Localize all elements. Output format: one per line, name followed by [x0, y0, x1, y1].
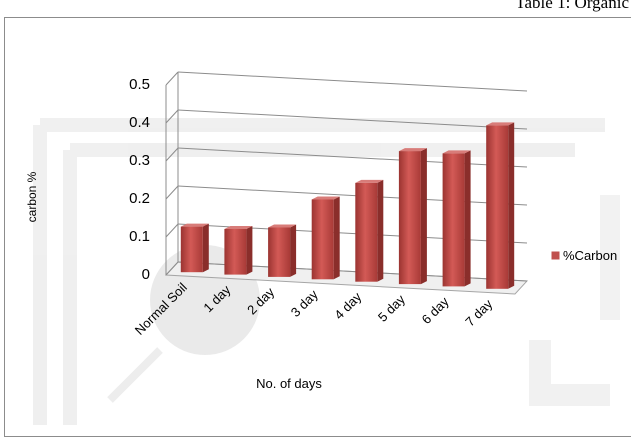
bar-front: [180, 226, 203, 273]
carbon-bar-chart: 00.10.20.30.40.5 Normal Soil 1 day 2 day 3 …: [25, 71, 620, 425]
bar-side: [246, 226, 253, 275]
x-axis-title: No. of days: [256, 376, 322, 391]
bar-side: [290, 224, 297, 277]
gridline-side: [165, 185, 179, 200]
bar-front: [442, 153, 465, 287]
bar-side: [202, 223, 209, 273]
bar-4-day: [355, 179, 384, 282]
bar-7-day: [486, 122, 515, 289]
gridline-side: [165, 147, 179, 162]
bar-front: [355, 182, 378, 282]
bar-top: [268, 224, 297, 228]
bar-top: [355, 179, 384, 183]
bar-top: [224, 226, 253, 229]
bar-front: [268, 227, 291, 277]
bar-side: [464, 150, 471, 287]
bar-front: [224, 229, 247, 275]
legend-label-carbon: %Carbon: [563, 248, 617, 263]
bar-normal-soil: [180, 223, 209, 273]
chart-legend: %Carbon: [550, 248, 617, 263]
y-tick-label: 0: [142, 266, 150, 283]
y-axis-title: carbon %: [25, 171, 39, 222]
y-tick-label: 0.4: [129, 114, 150, 131]
bar-top: [486, 122, 515, 126]
bar-6-day: [442, 150, 471, 287]
x-tick-label: 7 day: [462, 296, 495, 329]
table-caption: Table 1: Organic: [515, 0, 629, 12]
gridline: [177, 185, 528, 206]
bar-5-day: [398, 148, 427, 285]
bar-top: [442, 150, 471, 154]
bar-top: [311, 196, 340, 200]
gridline-side: [165, 223, 179, 238]
y-tick-label: 0.2: [129, 190, 150, 207]
bar-side: [508, 122, 515, 289]
y-tick-label: 0.3: [129, 152, 150, 169]
gridline-side: [165, 109, 179, 124]
bar-top: [180, 223, 209, 227]
chart-bars: [180, 122, 515, 289]
bar-top: [398, 148, 427, 152]
y-tick-label: 0.1: [129, 228, 150, 245]
bar-side: [420, 148, 427, 285]
gridline: [177, 71, 528, 92]
x-tick-label: 4 day: [331, 289, 364, 322]
bar-side: [333, 196, 340, 280]
bar-side: [377, 179, 384, 282]
gridline-side: [165, 261, 179, 276]
y-tick-label: 0.5: [129, 76, 150, 93]
gridline-side: [165, 71, 179, 86]
bar-3-day: [311, 196, 340, 280]
y-axis-ticks: 0 0.1 0.2 0.3 0.4 0.5: [129, 76, 150, 283]
x-tick-label: 6 day: [419, 294, 452, 327]
x-tick-label: 5 day: [375, 291, 408, 324]
legend-swatch-carbon: [550, 250, 561, 261]
bar-front: [486, 125, 509, 289]
bar-2-day: [268, 224, 297, 277]
bar-1-day: [224, 226, 253, 275]
x-tick-label: 3 day: [288, 286, 321, 319]
gridline: [177, 109, 528, 130]
bar-front: [311, 199, 334, 280]
bar-front: [398, 151, 421, 285]
